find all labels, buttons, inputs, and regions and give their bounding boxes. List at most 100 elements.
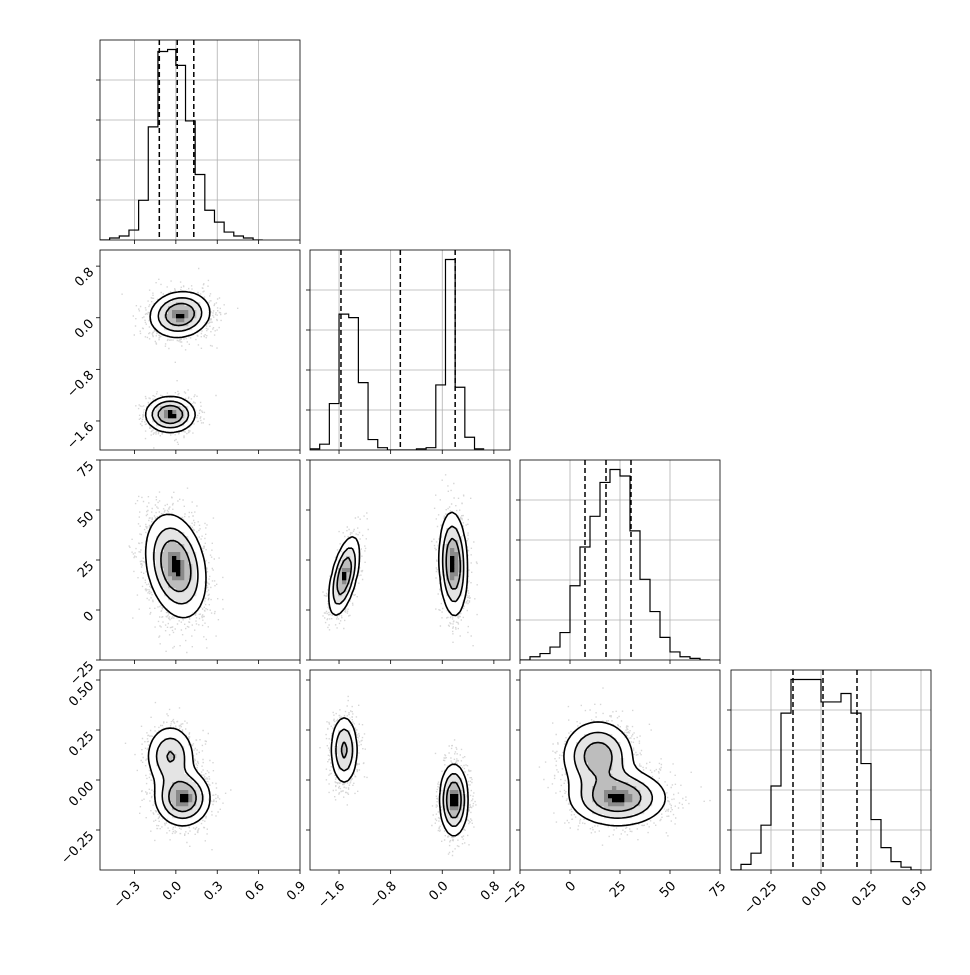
contour-line xyxy=(330,716,469,837)
density-peak xyxy=(454,802,459,807)
y-axis-1: −1.6 −0.8 0.0 0.8 xyxy=(64,265,100,453)
density-peak xyxy=(184,794,189,799)
density-peak xyxy=(608,794,613,799)
contour-line xyxy=(166,750,197,813)
density-peak xyxy=(342,576,347,581)
pair-panel-2-0 xyxy=(99,459,301,661)
pair-panel-3-2 xyxy=(519,669,721,871)
density-peak xyxy=(454,798,459,803)
density-fill xyxy=(342,742,463,819)
y-tick-label: 25 xyxy=(75,559,97,581)
density-peak xyxy=(450,560,455,565)
y-tick-label: 0.0 xyxy=(72,316,97,341)
density-peak xyxy=(176,568,181,573)
y-tick-label: 0 xyxy=(81,609,97,625)
contour-line xyxy=(563,721,667,827)
y-tick-label: −0.25 xyxy=(59,829,98,868)
x-tick-label: −25 xyxy=(499,879,529,909)
x-axis-3: −0.25 0.00 0.25 0.50 xyxy=(742,870,930,918)
density-peak xyxy=(180,794,185,799)
y-tick-label: 0.8 xyxy=(72,265,97,290)
x-tick-label: 0.8 xyxy=(478,879,503,904)
density-peak xyxy=(168,414,173,419)
density-peak xyxy=(616,794,621,799)
x-tick-label: 0.0 xyxy=(160,879,185,904)
contour-line xyxy=(160,539,192,593)
contour-line xyxy=(157,302,196,425)
x-tick-label: −0.25 xyxy=(742,879,781,918)
pair-panel-1-0 xyxy=(99,249,301,451)
density-peak xyxy=(450,798,455,803)
histogram-step xyxy=(731,678,921,870)
y-tick-label: −1.6 xyxy=(64,420,97,453)
x-tick-label: 50 xyxy=(657,879,679,901)
x-tick-label: 0 xyxy=(563,879,579,895)
x-tick-label: 0.6 xyxy=(243,879,268,904)
x-axis-1: −1.6 −0.8 0.0 0.8 xyxy=(315,450,503,912)
y-tick-label: 0.50 xyxy=(66,679,97,710)
density-peak xyxy=(168,410,173,415)
density-peak xyxy=(450,556,455,561)
x-tick-label: 75 xyxy=(707,879,729,901)
y-tick-label: 0.00 xyxy=(66,779,97,810)
contour-line xyxy=(335,728,466,827)
density-fill xyxy=(144,516,209,617)
contour-line xyxy=(583,741,642,813)
panel-frame xyxy=(309,249,511,451)
pair-panel-content xyxy=(319,695,477,857)
x-tick-label: 25 xyxy=(607,879,629,901)
contour-line xyxy=(152,527,199,605)
panel-frame xyxy=(309,669,511,871)
density-fill xyxy=(584,742,641,811)
pair-panel-content xyxy=(538,687,711,846)
contour-line xyxy=(151,296,203,429)
contour-line xyxy=(147,727,211,827)
pair-panel-content xyxy=(121,267,239,449)
density-peak xyxy=(450,802,455,807)
contour-line xyxy=(155,737,204,820)
density-fill xyxy=(168,750,197,811)
density-fill xyxy=(338,540,463,597)
contour-line xyxy=(328,511,469,617)
density-fill xyxy=(334,528,463,605)
x-tick-label: 0.25 xyxy=(849,879,880,910)
x-tick-label: 0.50 xyxy=(899,879,930,910)
density-peak xyxy=(172,560,177,565)
density-peak xyxy=(172,564,177,569)
scatter-points xyxy=(319,695,477,857)
x-tick-label: 0.00 xyxy=(799,879,830,910)
density-peak xyxy=(450,564,455,569)
density-peak xyxy=(616,798,621,803)
density-peak xyxy=(620,794,625,799)
pair-panel-content xyxy=(322,474,478,647)
histogram-panel-0 xyxy=(96,39,301,241)
contour-line xyxy=(144,290,211,434)
density-peak xyxy=(176,564,181,569)
contour-line xyxy=(336,537,462,596)
histogram-step xyxy=(520,468,710,660)
panel-frame xyxy=(99,39,301,241)
contour-line xyxy=(573,731,654,819)
density-peak xyxy=(450,568,455,573)
histogram-step xyxy=(100,48,263,240)
y-tick-label: 75 xyxy=(75,459,97,481)
density-peak xyxy=(184,798,189,803)
x-tick-label: −0.3 xyxy=(111,879,144,912)
contour-line xyxy=(144,513,207,619)
pair-panel-3-0 xyxy=(99,669,301,871)
pair-panel-3-1 xyxy=(309,669,511,871)
histogram-step xyxy=(310,258,485,450)
y-tick-label: −0.8 xyxy=(64,368,97,401)
density-peak xyxy=(172,556,177,561)
density-peak xyxy=(180,798,185,803)
density-peak xyxy=(176,572,181,577)
x-tick-label: −1.6 xyxy=(315,879,348,912)
x-tick-label: 0.0 xyxy=(426,879,451,904)
density-fill xyxy=(152,298,201,427)
density-peak xyxy=(176,314,181,319)
density-peak xyxy=(176,560,181,565)
density-peak xyxy=(172,568,177,573)
density-peak xyxy=(450,794,455,799)
